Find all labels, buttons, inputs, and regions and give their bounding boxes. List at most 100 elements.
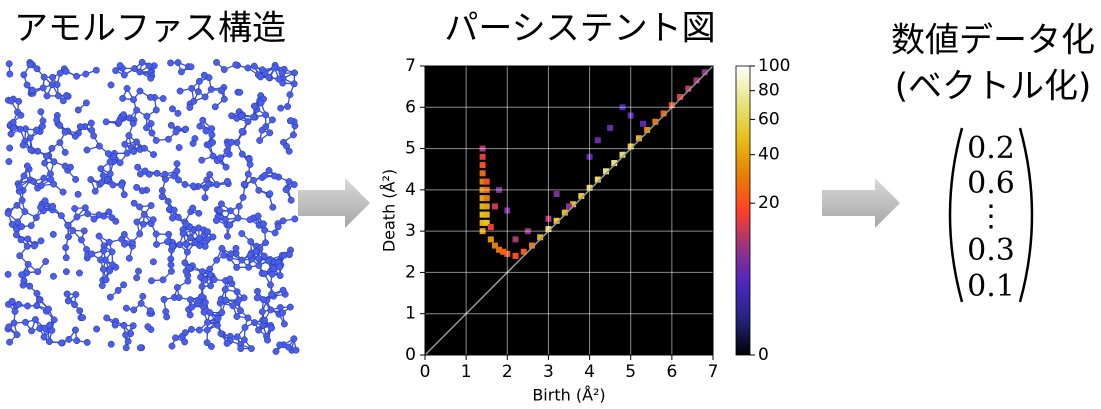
atom xyxy=(73,72,81,80)
atom xyxy=(21,208,29,216)
atom xyxy=(276,272,284,280)
atom xyxy=(268,290,276,298)
atom xyxy=(143,112,151,120)
atom xyxy=(13,231,20,239)
atom xyxy=(41,197,49,205)
atom xyxy=(83,146,91,154)
atom xyxy=(49,202,57,210)
atom xyxy=(285,147,293,155)
heat-cell xyxy=(644,126,651,133)
atom xyxy=(271,229,279,237)
atom xyxy=(277,104,285,112)
heat-cell xyxy=(635,135,642,142)
atom xyxy=(65,335,73,343)
atom xyxy=(147,307,154,315)
atom xyxy=(95,142,103,150)
atom xyxy=(162,308,170,316)
atom xyxy=(236,88,244,96)
colorbar-tick-label: 100 xyxy=(758,56,790,76)
atom xyxy=(49,73,57,81)
atom xyxy=(110,153,118,161)
atom xyxy=(181,259,189,267)
atom xyxy=(129,322,137,330)
atom xyxy=(79,314,87,322)
atom xyxy=(172,128,180,136)
atom xyxy=(15,183,23,191)
atom xyxy=(24,260,32,268)
atom xyxy=(50,272,57,280)
atom xyxy=(237,307,244,315)
atom xyxy=(4,209,12,217)
atom xyxy=(214,315,222,322)
atom xyxy=(27,146,35,154)
atom xyxy=(234,214,242,222)
atom xyxy=(173,284,181,291)
atom xyxy=(16,252,24,260)
atom xyxy=(123,85,131,92)
atom xyxy=(206,271,214,279)
atom xyxy=(279,217,287,225)
atom xyxy=(137,299,145,307)
atom xyxy=(23,242,31,250)
x-tick-label: 1 xyxy=(461,362,472,382)
x-tick-label: 3 xyxy=(543,362,554,382)
atom xyxy=(262,123,270,131)
atom xyxy=(122,304,130,312)
atom xyxy=(33,290,41,297)
atom xyxy=(148,277,155,285)
heat-cell xyxy=(594,137,601,144)
atom xyxy=(256,137,264,144)
atom xyxy=(10,319,18,327)
atom xyxy=(133,218,141,226)
atom xyxy=(205,180,213,188)
atom xyxy=(254,212,262,220)
atom xyxy=(20,71,28,79)
atom xyxy=(287,196,295,204)
atom xyxy=(189,204,197,212)
atom xyxy=(170,172,178,180)
atom xyxy=(16,125,24,133)
atom xyxy=(174,59,182,67)
atom xyxy=(33,65,41,73)
atom xyxy=(59,188,67,196)
atom xyxy=(274,223,282,231)
atom xyxy=(139,292,147,300)
atom xyxy=(136,87,144,95)
atom xyxy=(220,251,228,259)
atom xyxy=(206,309,214,317)
atom xyxy=(28,86,36,94)
heat-cell xyxy=(570,201,577,208)
atom xyxy=(164,135,172,143)
atom xyxy=(61,162,69,170)
atom xyxy=(37,237,45,245)
atom xyxy=(109,181,117,189)
atom xyxy=(37,182,45,189)
atom xyxy=(269,116,276,124)
atom xyxy=(177,68,185,76)
atom xyxy=(186,296,194,304)
atom xyxy=(291,215,299,223)
atom xyxy=(261,226,269,234)
atom xyxy=(206,171,214,178)
panel-title: アモルファス構造 xyxy=(14,9,286,49)
atom xyxy=(149,216,157,224)
atom xyxy=(54,92,62,100)
atom xyxy=(73,213,81,221)
atom xyxy=(148,129,156,137)
atom xyxy=(63,92,71,99)
atom xyxy=(207,282,215,290)
atom xyxy=(32,126,40,134)
atom xyxy=(80,227,88,235)
atom xyxy=(58,339,65,347)
atom xyxy=(145,62,153,70)
panel-title: (ベクトル化) xyxy=(895,67,1092,107)
atom xyxy=(238,112,245,120)
atom xyxy=(71,132,79,140)
atom xyxy=(6,144,14,152)
arrow xyxy=(298,178,370,228)
atom xyxy=(258,66,266,74)
atom xyxy=(182,125,190,133)
atom xyxy=(291,69,298,77)
atom xyxy=(147,120,155,128)
atom xyxy=(198,156,206,164)
